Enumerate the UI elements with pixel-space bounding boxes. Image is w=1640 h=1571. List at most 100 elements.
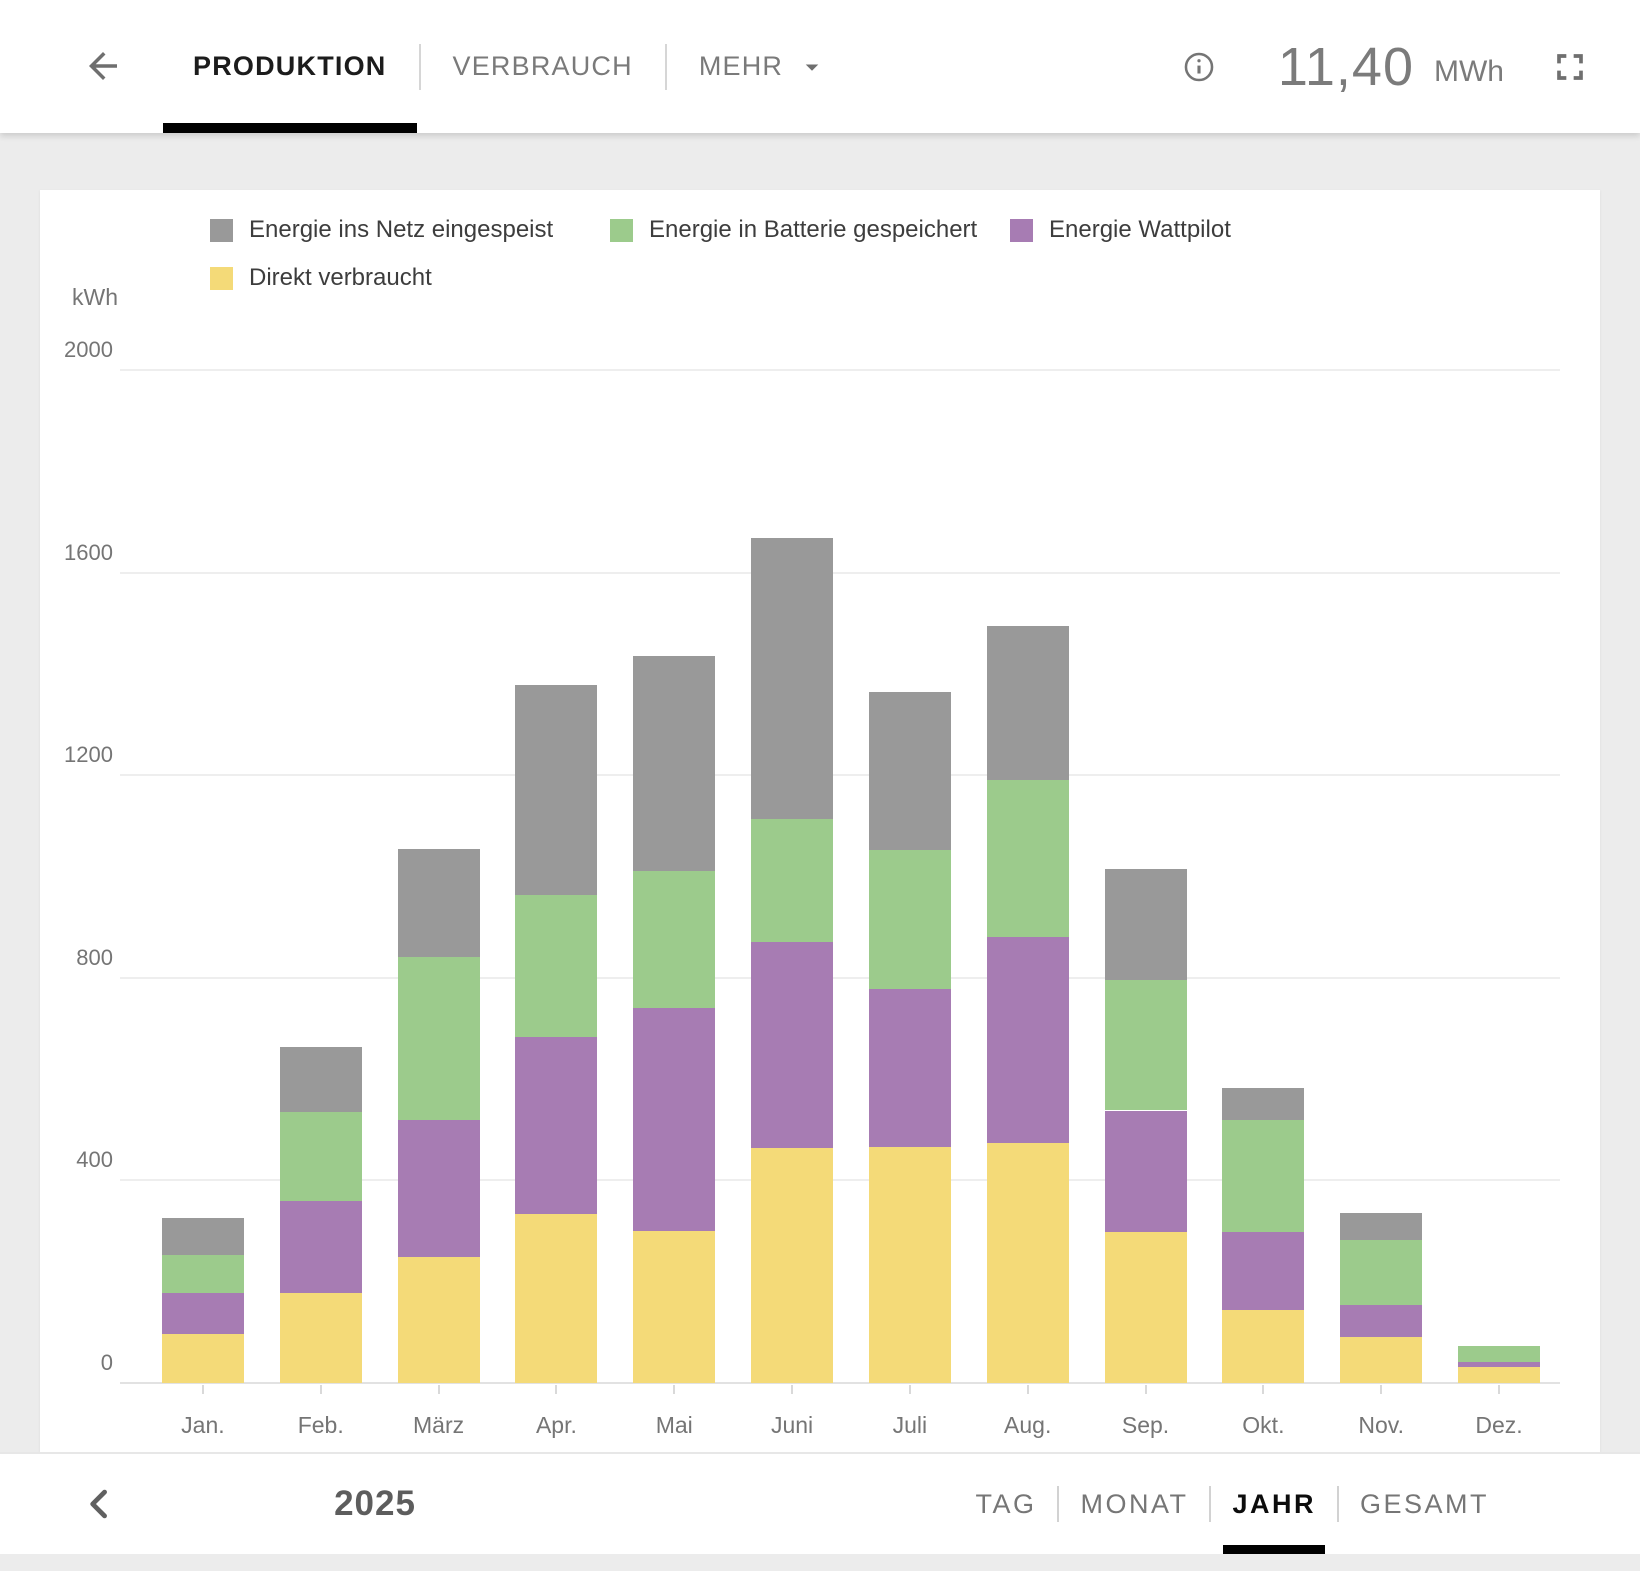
x-axis-tick [1262, 1385, 1264, 1394]
bar-segment[interactable] [162, 1255, 244, 1293]
y-axis-tick-label: 800 [40, 945, 113, 971]
bar-segment[interactable] [515, 895, 597, 1037]
legend-label: Direkt verbraucht [249, 264, 432, 292]
y-axis-tick-label: 2000 [40, 337, 113, 363]
bar-segment[interactable] [398, 849, 480, 956]
bar-segment[interactable] [1105, 869, 1187, 980]
bar-segment[interactable] [162, 1218, 244, 1255]
period-label: 2025 [250, 1454, 500, 1554]
tab-divider [419, 44, 421, 90]
x-axis-label: Okt. [1204, 1412, 1322, 1439]
range-tab-monat-label: MONAT [1080, 1489, 1188, 1520]
bar-segment[interactable] [869, 692, 951, 850]
bar-segment[interactable] [515, 1214, 597, 1383]
bar-segment[interactable] [1340, 1213, 1422, 1239]
y-axis-tick-label: 0 [40, 1350, 113, 1376]
bar-segment[interactable] [515, 1037, 597, 1214]
bar-segment[interactable] [1340, 1240, 1422, 1305]
x-axis-tick [320, 1385, 322, 1394]
tab-produktion[interactable]: PRODUKTION [163, 0, 417, 133]
tab-mehr[interactable]: MEHR [669, 0, 857, 133]
bar-segment[interactable] [1458, 1367, 1540, 1383]
x-axis-tick [909, 1385, 911, 1394]
bar-segment[interactable] [633, 1008, 715, 1231]
bar-segment[interactable] [280, 1112, 362, 1201]
bar-segment[interactable] [633, 1231, 715, 1383]
tab-divider [665, 44, 667, 90]
previous-period-button[interactable] [78, 1482, 122, 1526]
x-axis-label: Feb. [262, 1412, 380, 1439]
x-axis-label: Nov. [1322, 1412, 1440, 1439]
legend-swatch [1010, 219, 1033, 242]
range-tab-gesamt[interactable]: GESAMT [1339, 1454, 1510, 1554]
bar-segment[interactable] [1105, 1111, 1187, 1232]
legend-item-netz[interactable]: Energie ins Netz eingespeist [210, 216, 553, 244]
bar-segment[interactable] [987, 626, 1069, 780]
info-icon [1182, 50, 1216, 84]
tab-verbrauch[interactable]: VERBRAUCH [423, 0, 663, 133]
bar-segment[interactable] [633, 871, 715, 1008]
gridline [120, 774, 1560, 776]
chevron-left-icon [78, 1482, 122, 1526]
x-axis-tick [1498, 1385, 1500, 1394]
legend-item-wattpilot[interactable]: Energie Wattpilot [1010, 216, 1231, 244]
bar-segment[interactable] [515, 685, 597, 895]
bar-segment[interactable] [398, 957, 480, 1120]
bar-segment[interactable] [1222, 1232, 1304, 1309]
legend-item-batterie[interactable]: Energie in Batterie gespeichert [610, 216, 977, 244]
range-tab-monat[interactable]: MONAT [1059, 1454, 1209, 1554]
x-axis-label: Jan. [144, 1412, 262, 1439]
x-axis-tick [1027, 1385, 1029, 1394]
bar-segment[interactable] [751, 819, 833, 942]
range-tab-tag[interactable]: TAG [954, 1454, 1057, 1554]
bar-segment[interactable] [1340, 1305, 1422, 1337]
bar-segment[interactable] [633, 656, 715, 871]
header-right: 11,40 MWh [1182, 0, 1592, 133]
footer: 2025 TAG MONAT JAHR GESAMT [0, 1452, 1640, 1554]
bar-segment[interactable] [398, 1257, 480, 1383]
bar-segment[interactable] [1105, 980, 1187, 1111]
bar-segment[interactable] [1105, 1232, 1187, 1383]
bar-segment[interactable] [398, 1120, 480, 1258]
bar-segment[interactable] [751, 1148, 833, 1383]
legend-swatch [210, 219, 233, 242]
bar-segment[interactable] [162, 1334, 244, 1383]
bar-segment[interactable] [162, 1293, 244, 1334]
legend-item-direkt[interactable]: Direkt verbraucht [210, 264, 432, 292]
bar-segment[interactable] [280, 1047, 362, 1112]
bar-segment[interactable] [280, 1293, 362, 1383]
bar-segment[interactable] [280, 1201, 362, 1294]
chart-card: Energie ins Netz eingespeist Energie in … [40, 190, 1600, 1452]
range-tab-gesamt-label: GESAMT [1360, 1489, 1489, 1520]
x-axis-label: Aug. [969, 1412, 1087, 1439]
back-button[interactable] [82, 45, 124, 87]
x-axis-tick [1145, 1385, 1147, 1394]
bar-segment[interactable] [1222, 1120, 1304, 1232]
bar-segment[interactable] [869, 1147, 951, 1383]
gridline [120, 572, 1560, 574]
range-tab-jahr[interactable]: JAHR [1211, 1454, 1337, 1554]
bar-segment[interactable] [1222, 1310, 1304, 1383]
info-button[interactable] [1182, 50, 1216, 84]
bar-segment[interactable] [869, 989, 951, 1148]
bar-segment[interactable] [1458, 1346, 1540, 1362]
x-axis-tick [1380, 1385, 1382, 1394]
bar-segment[interactable] [987, 937, 1069, 1143]
tab-verbrauch-label: VERBRAUCH [453, 51, 633, 82]
x-axis-label: Dez. [1440, 1412, 1558, 1439]
range-tab-jahr-label: JAHR [1232, 1489, 1316, 1520]
x-axis-label: Apr. [497, 1412, 615, 1439]
bar-segment[interactable] [751, 942, 833, 1148]
fullscreen-button[interactable] [1548, 45, 1592, 89]
bar-segment[interactable] [751, 538, 833, 819]
bar-segment[interactable] [1222, 1088, 1304, 1119]
x-axis-label: Sep. [1087, 1412, 1205, 1439]
bar-segment[interactable] [987, 1143, 1069, 1383]
bar-segment[interactable] [869, 850, 951, 989]
bar-segment[interactable] [1458, 1362, 1540, 1367]
y-axis-tick-label: 400 [40, 1147, 113, 1173]
bar-segment[interactable] [987, 780, 1069, 937]
header-tabs: PRODUKTION VERBRAUCH MEHR [163, 0, 857, 133]
bar-segment[interactable] [1340, 1337, 1422, 1383]
total-production-value: 11,40 [1278, 36, 1414, 98]
